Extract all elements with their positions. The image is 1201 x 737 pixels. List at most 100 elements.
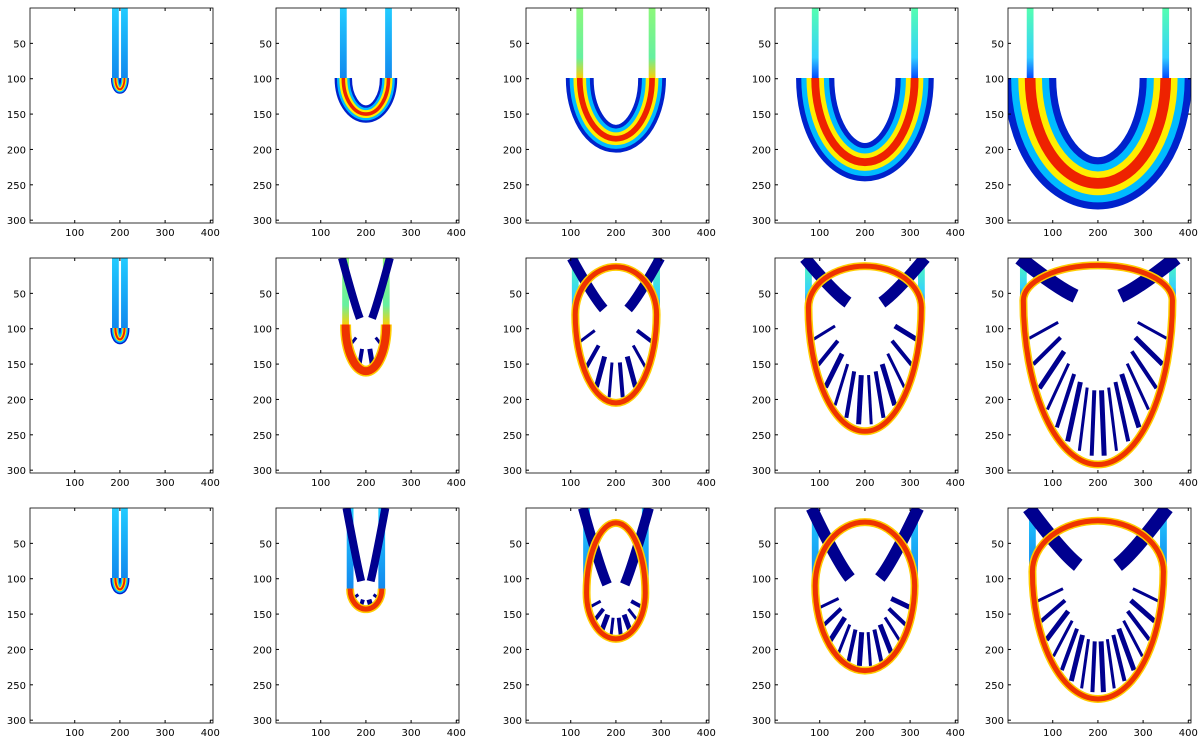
- panel: 100 200 300 400 50 100 150 200 250 300: [253, 7, 466, 239]
- x-tick-label: 400: [946, 228, 965, 239]
- front: [341, 78, 391, 116]
- channel: [648, 8, 656, 79]
- finger: [624, 258, 665, 313]
- axes-box: [29, 7, 214, 224]
- finger: [1107, 387, 1118, 452]
- y-tick-label: 200: [985, 395, 1004, 406]
- y-tick-label: 100: [985, 575, 1004, 586]
- finger: [620, 508, 654, 587]
- channel: [112, 508, 119, 579]
- y-tick-label: 100: [503, 575, 522, 586]
- panel: 100 200 300 400 50 100 150 200 250 300: [503, 257, 716, 489]
- panel: 100 200 300 400 50 100 150 200 250 300: [7, 257, 220, 489]
- y-tick-label: 200: [985, 145, 1004, 156]
- finger: [1125, 362, 1150, 411]
- y-tick-label: 250: [253, 181, 272, 192]
- x-tick-label: 100: [810, 728, 829, 737]
- front: [347, 588, 385, 612]
- field-image: [578, 508, 654, 643]
- x-tick-label: 200: [356, 728, 375, 737]
- x-tick-label: 400: [1179, 478, 1198, 489]
- finger: [1132, 587, 1159, 603]
- finger: [822, 607, 843, 627]
- finger: [890, 596, 912, 610]
- finger: [621, 613, 633, 632]
- field-image: [338, 258, 394, 377]
- finger: [823, 352, 845, 389]
- finger: [886, 353, 906, 388]
- field-image: [110, 508, 130, 595]
- x-tick-label: 200: [606, 478, 625, 489]
- finger: [1090, 641, 1097, 693]
- y-tick-label: 100: [752, 75, 771, 86]
- y-tick-label: 250: [503, 431, 522, 442]
- x-tick-label: 200: [855, 728, 874, 737]
- finger: [631, 344, 648, 369]
- y-tick-label: 300: [503, 216, 522, 227]
- axes-box: [525, 257, 710, 474]
- axes-box: [774, 7, 959, 224]
- y-tick-label: 100: [7, 75, 26, 86]
- channel: [1169, 258, 1176, 301]
- y-tick-label: 50: [758, 289, 771, 300]
- finger: [1119, 373, 1142, 429]
- y-tick-label: 150: [752, 360, 771, 371]
- x-tick-label: 400: [447, 228, 466, 239]
- x-tick-label: 400: [201, 728, 220, 737]
- finger: [1036, 587, 1064, 603]
- x-tick-label: 300: [901, 728, 920, 737]
- x-tick-label: 200: [855, 228, 874, 239]
- x-tick-label: 300: [652, 728, 671, 737]
- y-tick-label: 50: [991, 539, 1004, 550]
- channel: [1026, 8, 1034, 79]
- channel: [385, 8, 392, 79]
- channel: [811, 8, 819, 79]
- x-tick-label: 100: [810, 478, 829, 489]
- y-tick-label: 50: [259, 289, 272, 300]
- x-tick-label: 400: [447, 478, 466, 489]
- channel: [342, 258, 349, 326]
- finger: [856, 631, 865, 667]
- x-tick-label: 100: [65, 228, 84, 239]
- y-tick-label: 150: [7, 110, 26, 121]
- finger: [878, 258, 930, 308]
- finger: [624, 355, 638, 388]
- panel: 100 200 300 400 50 100 150 200 250 300: [985, 507, 1198, 737]
- y-tick-label: 300: [503, 716, 522, 727]
- channel: [811, 508, 819, 586]
- field-image: [800, 258, 930, 436]
- y-tick-label: 300: [253, 216, 272, 227]
- finger: [1039, 598, 1067, 623]
- x-tick-label: 300: [901, 478, 920, 489]
- channel: [911, 508, 919, 586]
- finger: [844, 371, 857, 419]
- x-tick-label: 200: [110, 228, 129, 239]
- finger: [883, 616, 901, 642]
- x-tick-label: 100: [561, 228, 580, 239]
- panel: 100 200 300 400 50 100 150 200 250 300: [752, 7, 965, 239]
- axes-box: [29, 257, 214, 474]
- x-tick-label: 100: [65, 728, 84, 737]
- finger: [1037, 349, 1067, 390]
- y-tick-label: 300: [752, 716, 771, 727]
- y-tick-label: 200: [503, 395, 522, 406]
- y-tick-label: 150: [985, 610, 1004, 621]
- y-tick-label: 150: [7, 360, 26, 371]
- finger: [887, 607, 908, 627]
- channel: [1019, 258, 1027, 301]
- y-tick-label: 200: [253, 145, 272, 156]
- axes-box: [525, 507, 710, 724]
- finger: [1045, 362, 1071, 411]
- x-tick-label: 200: [1088, 478, 1107, 489]
- field-image: [806, 508, 924, 675]
- y-tick-label: 50: [758, 539, 771, 550]
- finger: [607, 362, 614, 398]
- y-tick-label: 100: [985, 75, 1004, 86]
- finger: [877, 623, 894, 654]
- finger: [342, 508, 366, 583]
- front: [576, 78, 655, 142]
- y-tick-label: 50: [509, 289, 522, 300]
- finger: [890, 339, 914, 367]
- x-tick-label: 100: [1043, 728, 1062, 737]
- front: [584, 520, 648, 642]
